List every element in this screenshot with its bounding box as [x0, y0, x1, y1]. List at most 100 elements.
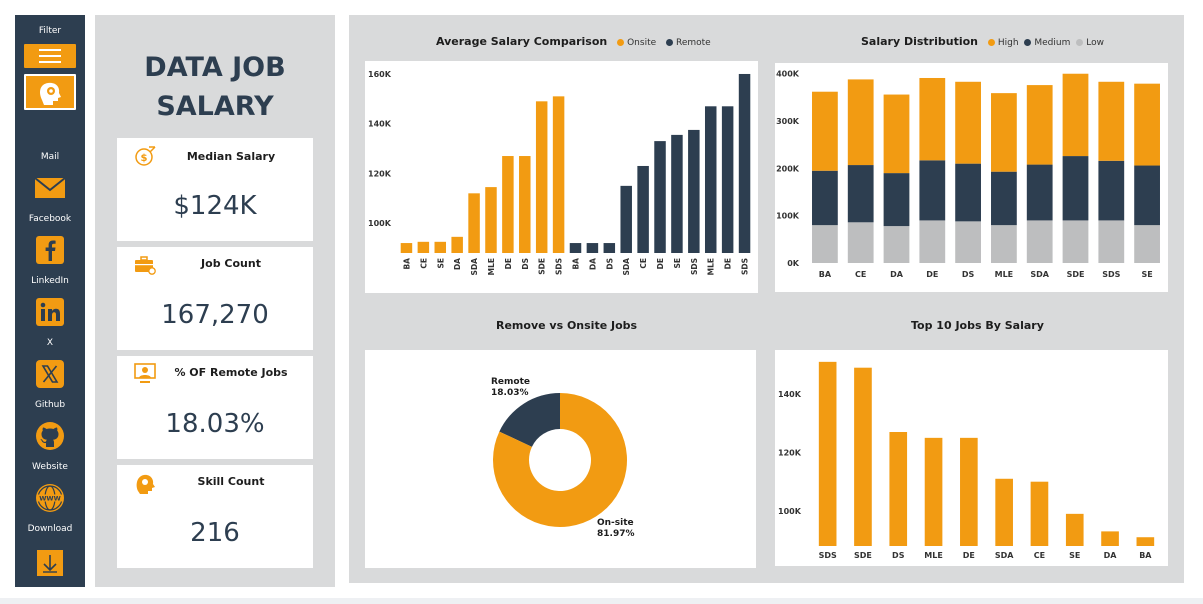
card-value: $124K — [173, 191, 257, 221]
avg-salary-chart: 100K 120K 140K 160K BA CE SE DA SDA MLE DE DS SDE SDS… — [368, 70, 751, 276]
x-tick-label: DS — [892, 551, 905, 560]
legend-low[interactable]: Low — [1076, 38, 1104, 48]
legend-high[interactable]: High — [987, 38, 1019, 48]
x-tick-label: DS — [521, 258, 530, 270]
bottom-divider — [0, 598, 1203, 604]
bar — [688, 129, 700, 253]
remote-callout: Remote 18.03% — [491, 377, 530, 399]
bar — [889, 432, 908, 546]
bar — [738, 73, 751, 253]
remote-jobs-card: % OF Remote Jobs 18.03% — [117, 356, 313, 459]
y-tick-label: 120K — [778, 448, 802, 457]
title-line-2: SALARY — [156, 91, 274, 122]
bar — [1065, 513, 1084, 546]
x-tick-label: SDA — [470, 258, 479, 276]
legend-label: Onsite — [627, 38, 657, 48]
bar — [552, 96, 565, 253]
x-tick-label: BA — [402, 258, 411, 270]
filter-button[interactable] — [24, 44, 76, 68]
y-tick-label: 0K — [787, 259, 800, 268]
x-tick-label: SDE — [538, 258, 547, 275]
donut-slice — [499, 393, 560, 447]
stack-segment — [1098, 220, 1125, 263]
stack-segment — [1062, 220, 1089, 263]
bar — [637, 165, 649, 253]
sidebar-item-label: X — [46, 338, 54, 348]
onsite-callout: On-site 81.97% — [597, 518, 635, 540]
legend-label: Low — [1086, 38, 1104, 48]
legend-dot — [1076, 39, 1084, 46]
brain-filter-button[interactable] — [24, 74, 76, 110]
legend-dot — [1024, 39, 1032, 46]
x-tick-label: SDS — [741, 258, 750, 275]
stack-segment — [991, 93, 1017, 172]
x-tick-label: CE — [419, 258, 428, 269]
y-tick-label: 400K — [776, 70, 800, 79]
y-tick-label: 100K — [368, 219, 392, 228]
bar — [704, 106, 717, 253]
stack-segment — [847, 165, 874, 223]
x-tick-label: DA — [1104, 551, 1118, 560]
globe-icon[interactable]: WWW — [34, 482, 66, 514]
stack-segment — [991, 171, 1017, 226]
x-tick-label: MLE — [707, 258, 716, 275]
remote-label: Remote — [491, 377, 531, 387]
stack-segment — [812, 170, 838, 226]
charts-panel: Average Salary Comparison Onsite Remote … — [349, 15, 1184, 583]
bar — [468, 193, 480, 253]
bar — [654, 141, 666, 253]
svg-text:WWW: WWW — [39, 495, 61, 503]
x-tick-label: DE — [656, 258, 665, 269]
bar — [451, 236, 463, 253]
bar — [620, 185, 632, 253]
facebook-icon[interactable] — [34, 234, 66, 266]
x-tick-label: SDE — [854, 551, 872, 560]
legend-label: Medium — [1034, 38, 1071, 48]
legend-medium[interactable]: Medium — [1024, 38, 1070, 48]
remote-onsite-donut — [493, 393, 627, 527]
bar — [603, 243, 616, 253]
salary-dist-plot: 0K 100K 200K 300K 400K BA CE DA DE DS MLE SDA SDE SDS… — [775, 63, 1168, 292]
legend-dot — [665, 39, 673, 46]
chart-title: Salary Distribution — [861, 35, 978, 48]
bar — [1136, 537, 1155, 546]
briefcase-icon — [135, 256, 156, 275]
card-label: % OF Remote Jobs — [174, 366, 288, 379]
x-tick-label: SDS — [555, 258, 564, 275]
download-icon[interactable] — [34, 549, 66, 581]
y-tick-label: 200K — [776, 164, 800, 173]
brain-icon — [136, 474, 155, 494]
bar — [400, 243, 413, 253]
bar — [671, 134, 683, 253]
github-icon[interactable] — [34, 420, 66, 452]
stack-segment — [847, 222, 874, 263]
y-tick-label: 140K — [368, 120, 392, 129]
bar — [519, 156, 531, 253]
filter-label: Filter — [38, 26, 62, 36]
linkedin-icon[interactable] — [34, 296, 66, 328]
legend-onsite[interactable]: Onsite — [617, 38, 656, 48]
job-count-card: Job Count 167,270 — [117, 247, 313, 350]
stack-segment — [1134, 165, 1160, 226]
bar — [417, 241, 430, 253]
stack-segment — [955, 81, 981, 164]
x-icon[interactable] — [34, 358, 66, 390]
stack-segment — [955, 163, 981, 222]
stack-segment — [1026, 220, 1053, 263]
sidebar-item-label: Github — [34, 400, 66, 410]
x-tick-label: BA — [1139, 551, 1152, 560]
x-tick-label: SDE — [1067, 270, 1085, 279]
legend-dot — [617, 39, 625, 46]
remote-worker-icon — [134, 363, 156, 383]
stack-segment — [1098, 81, 1125, 161]
bar — [1030, 481, 1049, 546]
mail-icon[interactable] — [34, 172, 66, 204]
legend-remote[interactable]: Remote — [665, 38, 711, 48]
bar — [434, 241, 447, 253]
stack-segment — [1098, 160, 1125, 221]
skill-count-card: Skill Count 216 — [117, 465, 313, 568]
avg-salary-plot: 100K 120K 140K 160K BA CE SE DA SDA MLE DE DS SDE SDS… — [365, 61, 758, 293]
salary-dist-chart: 0K 100K 200K 300K 400K BA CE DA DE DS MLE SDA SDE SDS… — [776, 70, 1160, 279]
x-tick-label: SE — [1141, 270, 1152, 279]
x-tick-label: DE — [926, 270, 938, 279]
